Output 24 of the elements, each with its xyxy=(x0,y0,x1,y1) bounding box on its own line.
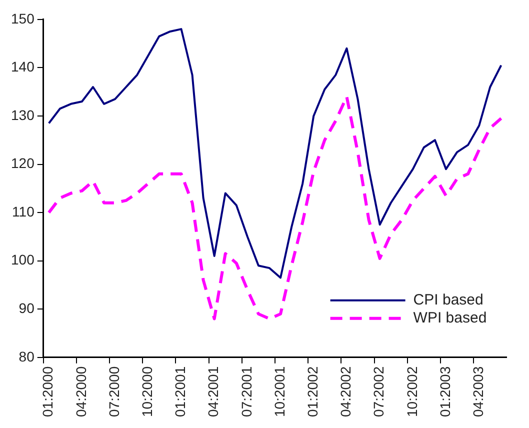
x-tick-label: 10:2002 xyxy=(404,366,420,418)
x-tick-label: 04:2003 xyxy=(470,366,486,418)
y-tick-label: 80 xyxy=(18,348,35,364)
y-tick-label: 100 xyxy=(11,252,35,268)
x-tick-label: 04:2001 xyxy=(205,366,222,418)
x-tick-label: 01:2000 xyxy=(40,366,56,418)
y-tick-label: 90 xyxy=(18,300,35,316)
x-tick-label: 01:2002 xyxy=(304,366,320,418)
y-tick-label: 110 xyxy=(12,203,35,220)
x-tick-label: 04:2002 xyxy=(338,366,354,418)
legend-label: CPI based xyxy=(413,292,484,309)
x-tick-label: 04:2000 xyxy=(72,366,89,418)
x-tick-label: 07:2001 xyxy=(238,366,254,418)
x-tick-label: 07:2002 xyxy=(370,366,387,418)
y-tick-label: 140 xyxy=(11,58,35,75)
legend-label: WPI based xyxy=(413,310,487,327)
y-tick-label: 130 xyxy=(11,106,35,123)
x-tick-label: 07:2000 xyxy=(106,366,122,418)
x-tick-label: 01:2001 xyxy=(172,366,188,418)
y-tick-label: 150 xyxy=(11,10,35,26)
y-tick-label: 120 xyxy=(11,155,35,172)
x-tick-label: 01:2003 xyxy=(436,366,453,418)
x-tick-label: 10:2000 xyxy=(139,366,156,418)
x-tick-label: 10:2001 xyxy=(271,366,288,418)
